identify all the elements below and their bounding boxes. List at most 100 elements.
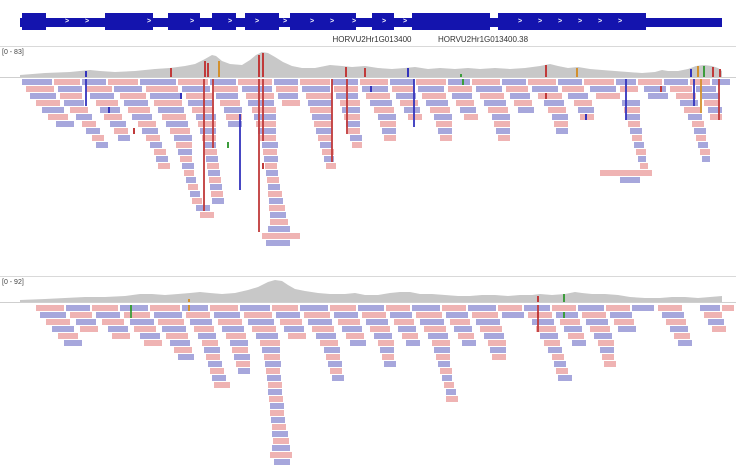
aligned-read[interactable] [708,107,722,113]
aligned-read[interactable] [514,100,532,106]
aligned-read[interactable] [528,79,556,85]
aligned-read[interactable] [462,340,476,346]
aligned-read[interactable] [154,312,182,318]
aligned-read[interactable] [262,142,278,148]
aligned-read[interactable] [446,312,468,318]
aligned-read[interactable] [560,319,580,325]
coverage-track-1[interactable]: [0 - 83] [0,48,736,78]
aligned-read[interactable] [330,305,356,311]
aligned-read[interactable] [362,312,386,318]
aligned-read[interactable] [86,86,112,92]
aligned-read[interactable] [330,368,342,374]
aligned-read[interactable] [186,177,196,183]
aligned-read[interactable] [112,333,130,339]
aligned-read[interactable] [490,347,506,353]
aligned-read[interactable] [464,114,478,120]
aligned-read[interactable] [269,198,283,204]
aligned-read[interactable] [696,86,716,92]
aligned-read[interactable] [216,93,238,99]
aligned-read[interactable] [274,79,298,85]
aligned-read[interactable] [498,305,522,311]
aligned-read[interactable] [602,354,614,360]
aligned-read[interactable] [202,340,218,346]
aligned-read[interactable] [544,340,560,346]
gene-track[interactable]: > > > > > > > > > > > > > > > > > > [0,13,736,33]
aligned-read[interactable] [272,431,288,437]
aligned-read[interactable] [174,347,192,353]
aligned-read[interactable] [518,107,534,113]
aligned-read[interactable] [318,135,332,141]
aligned-read[interactable] [242,86,272,92]
aligned-read[interactable] [190,191,200,197]
aligned-read[interactable] [578,305,604,311]
aligned-read[interactable] [346,121,360,127]
aligned-read[interactable] [324,347,340,353]
aligned-read[interactable] [322,149,334,155]
aligned-read[interactable] [236,361,250,367]
aligned-read[interactable] [146,135,160,141]
aligned-read[interactable] [86,128,100,134]
aligned-read[interactable] [110,121,126,127]
aligned-read[interactable] [640,163,648,169]
aligned-read[interactable] [276,312,300,318]
aligned-read[interactable] [552,354,564,360]
aligned-read[interactable] [446,389,456,395]
alignment-track-1[interactable] [0,79,736,247]
aligned-read[interactable] [186,93,212,99]
aligned-read[interactable] [700,149,710,155]
aligned-read[interactable] [96,100,118,106]
aligned-read[interactable] [218,319,242,325]
aligned-read[interactable] [552,305,576,311]
aligned-read[interactable] [128,107,150,113]
aligned-read[interactable] [382,354,394,360]
aligned-read[interactable] [494,121,510,127]
aligned-read[interactable] [488,107,508,113]
aligned-read[interactable] [390,312,412,318]
aligned-read[interactable] [226,333,246,339]
aligned-read[interactable] [574,100,592,106]
aligned-read[interactable] [664,79,688,85]
aligned-read[interactable] [214,312,240,318]
aligned-read[interactable] [82,79,106,85]
aligned-read[interactable] [92,135,104,141]
aligned-read[interactable] [272,305,298,311]
aligned-read[interactable] [76,319,96,325]
aligned-read[interactable] [162,114,186,120]
aligned-read[interactable] [264,354,280,360]
aligned-read[interactable] [442,375,452,381]
aligned-read[interactable] [56,121,74,127]
aligned-read[interactable] [214,86,238,92]
aligned-read[interactable] [590,326,610,332]
aligned-read[interactable] [270,452,292,458]
aligned-read[interactable] [240,305,270,311]
aligned-read[interactable] [26,86,54,92]
aligned-read[interactable] [540,333,558,339]
aligned-read[interactable] [306,93,332,99]
aligned-read[interactable] [211,191,223,197]
aligned-read[interactable] [271,417,285,423]
aligned-read[interactable] [428,333,448,339]
aligned-read[interactable] [252,107,276,113]
aligned-read[interactable] [208,170,220,176]
aligned-read[interactable] [58,333,78,339]
aligned-read[interactable] [284,326,304,332]
aligned-read[interactable] [688,114,702,120]
aligned-read[interactable] [480,93,504,99]
aligned-read[interactable] [30,93,56,99]
aligned-read[interactable] [200,212,214,218]
aligned-read[interactable] [488,340,506,346]
aligned-read[interactable] [700,305,720,311]
aligned-read[interactable] [394,319,414,325]
aligned-read[interactable] [628,121,640,127]
aligned-read[interactable] [54,79,80,85]
aligned-read[interactable] [224,107,242,113]
aligned-read[interactable] [392,86,414,92]
aligned-read[interactable] [273,438,289,444]
aligned-read[interactable] [114,86,142,92]
aligned-read[interactable] [238,79,272,85]
aligned-read[interactable] [442,305,466,311]
aligned-read[interactable] [630,128,642,134]
aligned-read[interactable] [562,86,584,92]
aligned-read[interactable] [578,107,594,113]
aligned-read[interactable] [416,79,446,85]
